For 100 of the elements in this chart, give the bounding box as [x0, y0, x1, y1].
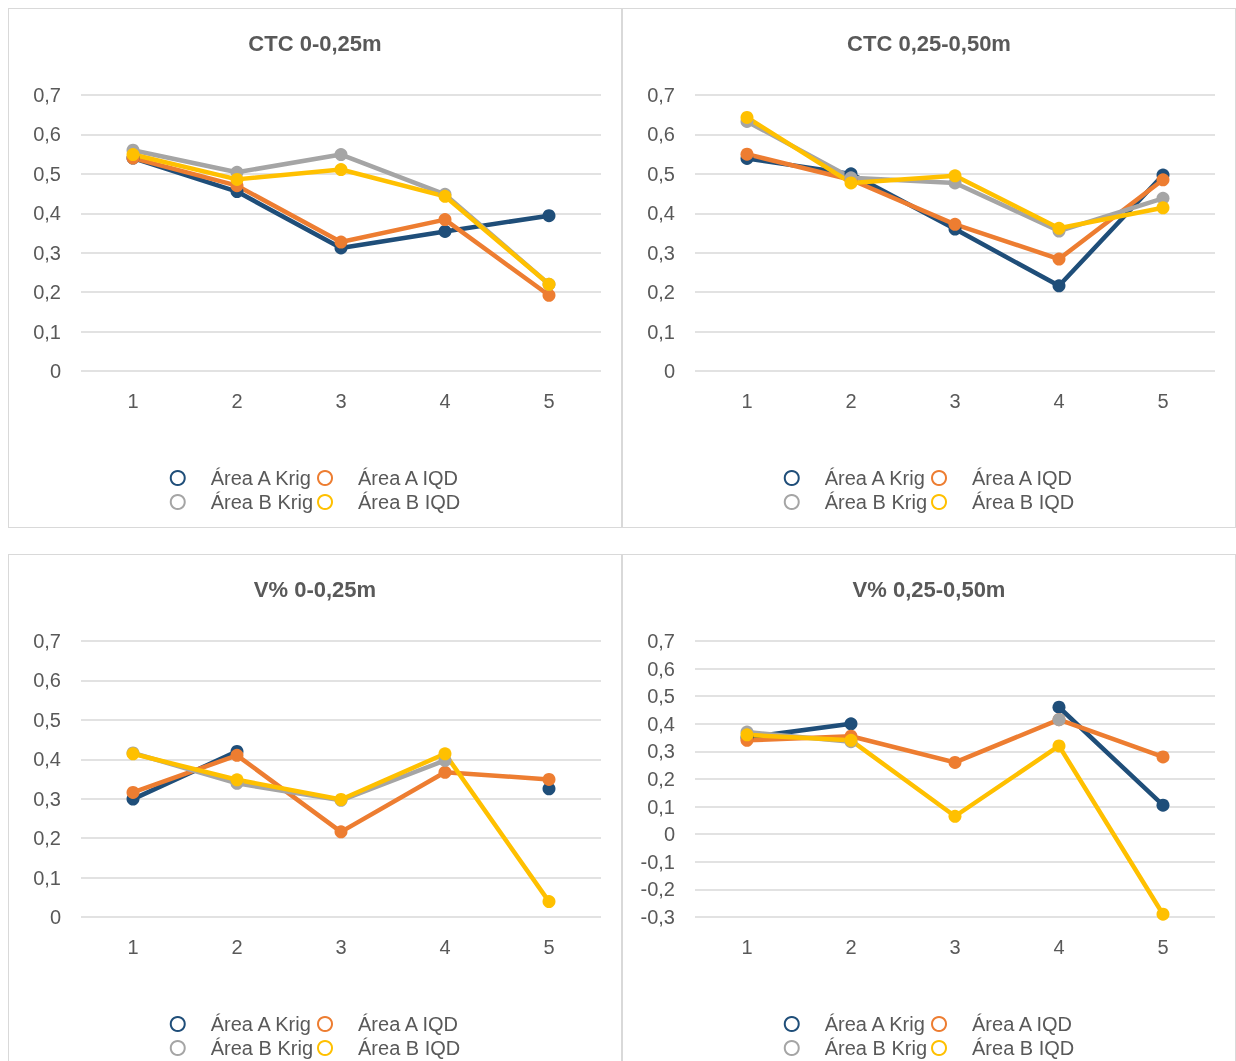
y-tick-label: 0,7: [33, 630, 61, 652]
point: [230, 172, 244, 186]
y-tick-label: -0,3: [640, 906, 675, 928]
x-tick-label: 2: [231, 390, 243, 412]
y-tick-label: 0,7: [647, 630, 675, 652]
point: [334, 825, 348, 839]
y-tick-label: 0,6: [647, 657, 675, 680]
y-tick-label: 0,5: [33, 708, 61, 731]
point: [740, 147, 754, 161]
legend-label: Área A IQD: [358, 467, 459, 489]
y-tick-label: 0,6: [33, 669, 61, 692]
point: [1156, 750, 1170, 764]
legend-label: Área A IQD: [972, 467, 1073, 489]
x-tick-label: 5: [543, 390, 555, 412]
y-tick-label: -0,1: [640, 850, 675, 873]
point: [1052, 279, 1066, 293]
point: [438, 224, 452, 238]
legend-label: Área A Krig: [210, 467, 311, 489]
x-tick-label: 2: [845, 390, 857, 412]
x-tick-label: 1: [127, 390, 139, 412]
y-tick-label: 0,2: [647, 281, 675, 304]
point: [1156, 201, 1170, 215]
y-tick-label: 0,2: [33, 827, 61, 850]
x-tick-label: 4: [1053, 390, 1065, 412]
x-tick-label: 4: [439, 936, 451, 958]
x-tick-label: 5: [1157, 936, 1169, 958]
point: [1052, 739, 1066, 753]
legend-label: Área B Krig: [824, 491, 927, 513]
x-tick-label: 1: [127, 936, 139, 958]
point: [334, 148, 348, 162]
chart-title: V% 0-0,25m: [253, 576, 377, 602]
y-tick-label: 0: [49, 906, 61, 928]
y-tick-label: 0,1: [647, 320, 675, 343]
point: [948, 217, 962, 231]
y-tick-label: 0,1: [647, 795, 675, 818]
x-tick-label: 5: [1157, 390, 1169, 412]
point: [948, 755, 962, 769]
x-tick-label: 2: [845, 936, 857, 958]
point: [948, 169, 962, 183]
y-tick-label: 0,2: [647, 768, 675, 790]
point: [948, 809, 962, 823]
point: [438, 213, 452, 227]
point: [334, 235, 348, 249]
point: [844, 717, 858, 731]
chart-title: CTC 0,25-0,50m: [847, 30, 1011, 56]
chart-title: CTC 0-0,25m: [248, 30, 382, 56]
legend-label: Área A Krig: [824, 1013, 925, 1035]
y-tick-label: 0,3: [647, 740, 675, 763]
x-tick-label: 2: [231, 936, 243, 958]
y-tick-label: 0,5: [647, 685, 675, 708]
point: [438, 765, 452, 779]
y-tick-label: 0,5: [647, 162, 675, 185]
x-tick-label: 1: [741, 390, 753, 412]
y-tick-label: 0,3: [33, 787, 61, 810]
legend-label: Área B IQD: [358, 491, 461, 513]
y-tick-label: -0,2: [640, 878, 675, 901]
legend-label: Área B IQD: [972, 1037, 1075, 1059]
point: [542, 772, 556, 786]
x-tick-label: 1: [741, 936, 753, 958]
legend-label: Área A IQD: [358, 1013, 459, 1035]
point: [1156, 907, 1170, 921]
point: [1156, 173, 1170, 187]
y-tick-label: 0,6: [647, 123, 675, 146]
point: [740, 110, 754, 124]
legend-label: Área A IQD: [972, 1013, 1073, 1035]
y-tick-label: 0,1: [33, 320, 61, 343]
y-tick-label: 0,6: [33, 123, 61, 146]
y-tick-label: 0: [49, 360, 61, 382]
x-tick-label: 4: [1053, 936, 1065, 958]
point: [542, 209, 556, 223]
x-tick-label: 3: [949, 390, 961, 412]
point: [438, 747, 452, 761]
point: [1052, 700, 1066, 714]
y-tick-label: 0: [663, 360, 675, 382]
x-tick-label: 3: [335, 936, 347, 958]
y-tick-label: 0,3: [33, 241, 61, 264]
x-tick-label: 5: [543, 936, 555, 958]
legend-label: Área B IQD: [358, 1037, 461, 1059]
y-tick-label: 0,2: [33, 281, 61, 304]
legend-label: Área B Krig: [210, 1037, 313, 1059]
y-tick-label: 0,7: [647, 84, 675, 106]
y-tick-label: 0,1: [33, 866, 61, 889]
x-tick-label: 3: [335, 390, 347, 412]
x-tick-label: 3: [949, 936, 961, 958]
chart-title: V% 0,25-0,50m: [852, 576, 1006, 602]
y-tick-label: 0,4: [33, 202, 61, 225]
point: [334, 163, 348, 177]
point: [1156, 798, 1170, 812]
x-tick-label: 4: [439, 390, 451, 412]
legend-label: Área A Krig: [824, 467, 925, 489]
legend-label: Área B Krig: [824, 1037, 927, 1059]
point: [542, 895, 556, 909]
point: [542, 288, 556, 302]
legend-label: Área A Krig: [210, 1013, 311, 1035]
y-tick-label: 0,4: [647, 712, 675, 735]
point: [1052, 252, 1066, 266]
y-tick-label: 0,4: [33, 748, 61, 771]
y-tick-label: 0: [663, 823, 675, 846]
point: [126, 785, 140, 799]
y-tick-label: 0,3: [647, 241, 675, 264]
